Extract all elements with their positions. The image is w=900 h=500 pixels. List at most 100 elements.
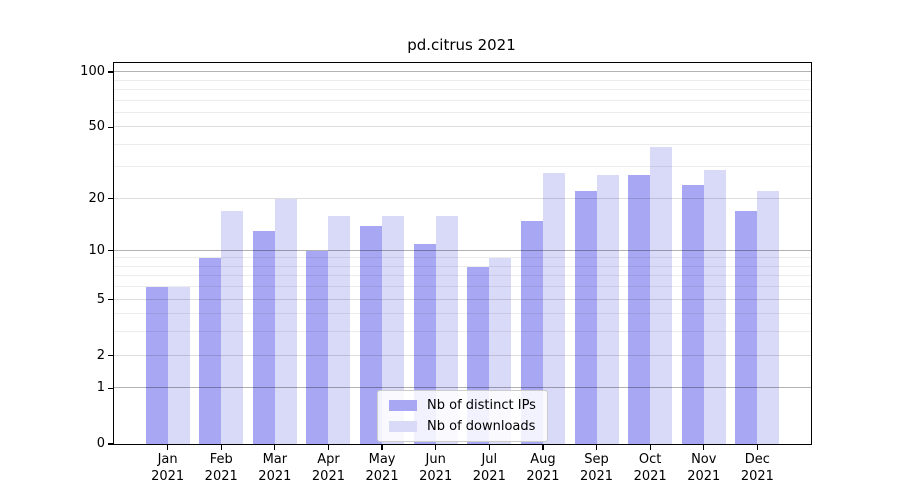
x-tick-year: 2021	[151, 469, 185, 484]
x-tick-year: 2021	[472, 469, 506, 484]
bar-distinct-ips	[145, 287, 168, 444]
x-tick-label: May 2021	[366, 451, 399, 485]
minor-gridline	[114, 143, 811, 145]
x-tick-month: Oct	[638, 452, 662, 467]
bar-downloads	[542, 172, 565, 444]
bar-downloads	[221, 211, 244, 444]
minor-gridline	[114, 99, 811, 101]
legend-swatch	[389, 421, 417, 432]
y-tick-label: 10	[88, 242, 105, 258]
x-tick-label: Oct 2021	[634, 451, 667, 485]
legend-swatch	[389, 400, 417, 411]
x-tick-label: Nov 2021	[687, 451, 720, 485]
x-tick-year: 2021	[419, 469, 453, 484]
bar-distinct-ips	[735, 211, 758, 444]
y-tick-label: 1	[96, 380, 105, 396]
bar-downloads	[650, 146, 673, 444]
bar-downloads	[757, 191, 780, 444]
gridline	[114, 126, 811, 128]
legend-label: Nb of downloads	[427, 419, 536, 434]
x-tick-label: Jun 2021	[419, 451, 452, 485]
y-tick-mark	[108, 354, 113, 357]
minor-gridline	[114, 79, 811, 81]
x-tick-year: 2021	[311, 469, 345, 484]
bar-distinct-ips	[360, 225, 383, 444]
x-tick-month: May	[368, 452, 396, 467]
plot-area: Nb of distinct IPs Nb of downloads Jan 202…	[80, 62, 812, 484]
minor-gridline	[114, 88, 811, 90]
bar-distinct-ips	[574, 191, 597, 444]
x-tick-mark	[488, 445, 490, 450]
x-tick-mark	[595, 445, 598, 450]
y-tick-mark	[108, 443, 113, 445]
x-tick-mark	[327, 445, 330, 450]
legend-entry: Nb of distinct IPs	[389, 398, 536, 413]
x-tick-year: 2021	[633, 469, 667, 484]
y-tick-label: 2	[96, 347, 105, 363]
x-tick-year: 2021	[579, 469, 614, 484]
x-tick-label: Jan 2021	[151, 451, 184, 485]
x-tick-label: Apr 2021	[312, 451, 345, 485]
x-tick-mark	[435, 445, 437, 450]
x-tick-month: Apr	[317, 452, 340, 467]
bar-distinct-ips	[199, 258, 222, 444]
bar-downloads	[435, 215, 458, 444]
y-tick-label: 100	[80, 64, 105, 79]
bar-downloads	[167, 287, 190, 444]
x-tick-label: Jul 2021	[473, 451, 506, 485]
gridline	[114, 71, 811, 72]
x-tick-label: Mar 2021	[258, 451, 291, 485]
legend-label: Nb of distinct IPs	[427, 398, 536, 413]
bar-downloads	[274, 198, 297, 444]
x-tick-mark	[220, 445, 222, 450]
y-tick-mark	[108, 387, 113, 389]
x-tick-year: 2021	[687, 469, 721, 484]
legend: Nb of distinct IPs Nb of downloads	[377, 390, 548, 442]
x-tick-label: Feb 2021	[205, 451, 238, 485]
bar-downloads	[703, 169, 726, 444]
x-tick-mark	[649, 445, 651, 450]
y-tick-label: 50	[88, 119, 105, 135]
x-tick-month: Jul	[481, 452, 498, 467]
x-tick-year: 2021	[365, 469, 399, 484]
x-tick-label: Sep 2021	[580, 451, 613, 485]
y-tick-mark	[108, 126, 113, 128]
x-tick-mark	[274, 445, 276, 450]
y-tick-label: 20	[88, 190, 105, 206]
x-tick-mark	[167, 445, 169, 450]
x-tick-year: 2021	[204, 469, 238, 484]
minor-gridline	[114, 166, 811, 168]
bar-distinct-ips	[628, 175, 651, 444]
y-tick-mark	[108, 250, 113, 252]
x-tick-month: Jan	[157, 452, 178, 467]
legend-entry: Nb of downloads	[389, 419, 536, 434]
x-tick-month: Dec	[744, 452, 770, 467]
chart-title: pd.citrus 2021	[407, 36, 516, 54]
x-tick-label: Aug 2021	[526, 451, 559, 485]
x-tick-label: Dec 2021	[741, 451, 774, 485]
bar-downloads	[382, 215, 405, 444]
y-tick-label: 0	[96, 436, 105, 451]
x-tick-mark	[542, 445, 544, 450]
x-tick-mark	[381, 445, 383, 450]
x-tick-month: Nov	[691, 452, 717, 467]
minor-gridline	[114, 111, 811, 113]
x-tick-month: Mar	[262, 452, 288, 467]
x-tick-month: Feb	[209, 452, 233, 467]
bar-distinct-ips	[520, 220, 543, 444]
y-tick-mark	[108, 198, 113, 200]
x-tick-mark	[756, 445, 758, 450]
x-tick-month: Sep	[584, 452, 609, 467]
y-tick-mark	[108, 71, 113, 73]
bar-distinct-ips	[252, 231, 275, 444]
x-tick-year: 2021	[740, 469, 774, 484]
x-tick-year: 2021	[526, 469, 560, 484]
bar-downloads	[596, 175, 619, 444]
x-tick-month: Aug	[530, 452, 556, 467]
x-tick-mark	[703, 445, 705, 450]
x-tick-year: 2021	[258, 469, 292, 484]
bar-distinct-ips	[306, 250, 329, 444]
x-tick-month: Jun	[425, 452, 446, 467]
y-tick-mark	[108, 299, 113, 301]
